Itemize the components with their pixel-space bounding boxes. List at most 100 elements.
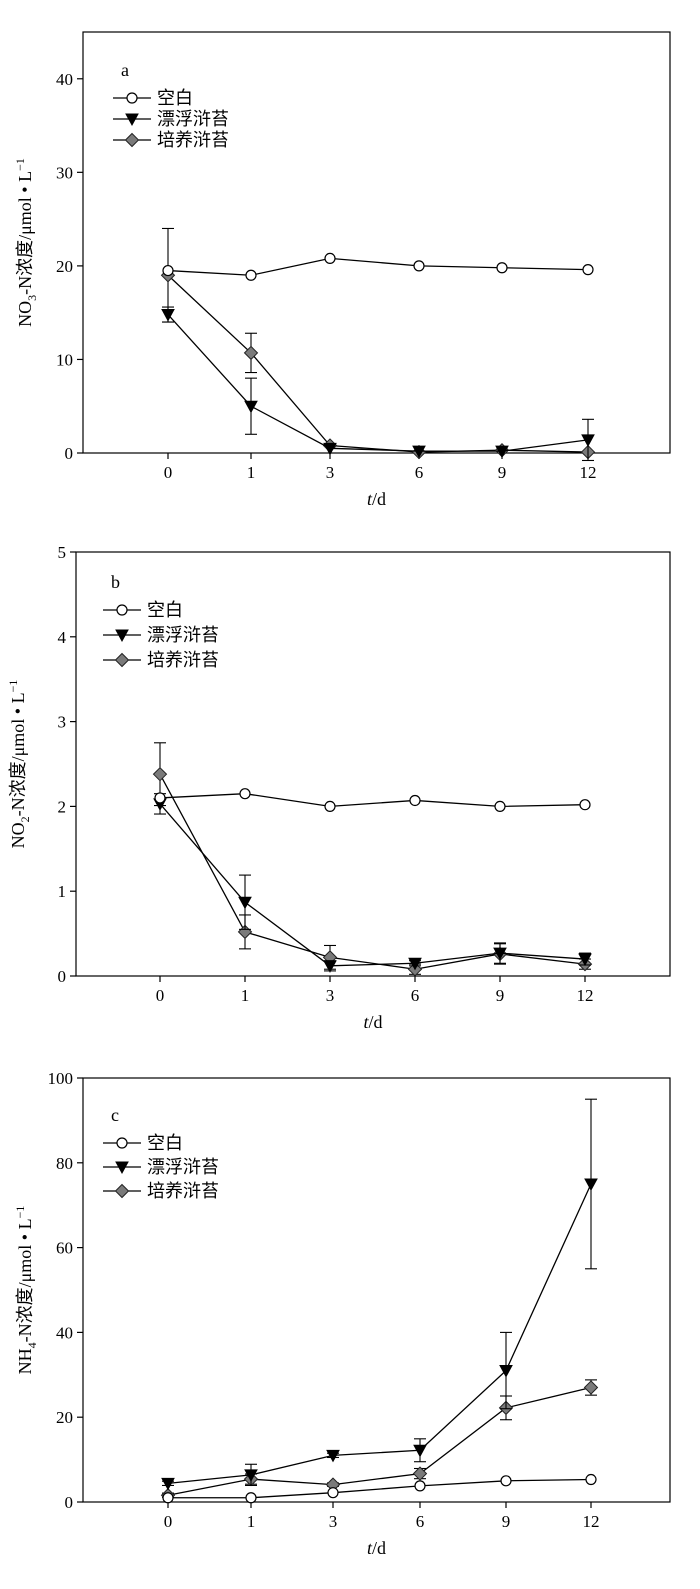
x-tick-label: 6 [416,1512,425,1531]
data-point [579,799,591,811]
data-point [323,960,337,973]
series-line [167,1386,592,1496]
y-axis-title-prefix: NO [8,822,28,848]
plot-frame [82,31,671,454]
series-line [159,773,586,970]
data-point [152,766,168,782]
data-point [245,269,257,281]
data-point [500,1475,512,1487]
y-tick-label: 0 [65,1493,74,1512]
x-tick-label: 9 [496,986,505,1005]
data-point [327,1487,339,1499]
x-tick-label: 1 [247,463,256,482]
y-tick-label: 0 [65,444,74,463]
y-tick-label: 30 [56,163,73,182]
x-tick-label: 6 [411,986,420,1005]
x-tick-label: 12 [583,1512,600,1531]
legend-marker [116,1137,128,1149]
data-point [323,442,337,456]
plot-frame [82,1077,671,1503]
data-point [162,1492,174,1504]
data-point [493,947,507,961]
legend-label: 漂浮浒苔 [147,625,219,646]
y-tick-label: 5 [58,543,67,562]
data-point [412,1466,428,1481]
y-tick-label: 40 [56,70,73,89]
legend-label: 培养浒苔 [147,650,219,671]
legend-label: 漂浮浒苔 [147,1157,219,1178]
panel-c: 0 20 40 60 80 100 0 1 3 6 9 12 t/d NH4-N浓度/μmol • L−1… [13,1069,671,1558]
y-tick-label: 3 [58,713,67,732]
y-axis-title-prefix: NH [15,1348,35,1374]
legend-label: 空白 [157,88,193,109]
data-point [499,1365,513,1378]
x-tick-label: 12 [577,986,594,1005]
x-tick-label: 0 [156,986,165,1005]
y-axis-title: NO3-N浓度/μmol • L−1 [13,158,39,327]
x-tick-label: 0 [164,463,173,482]
series-triangle-down [153,793,592,973]
x-tick-label: 3 [329,1512,338,1531]
series-line [167,257,589,276]
series-diamond [160,1379,599,1503]
series-line [167,1183,592,1484]
series-circle [162,1473,597,1504]
y-axis-title-sub: 3 [25,295,39,301]
data-point [494,800,506,813]
legend-marker [115,629,129,643]
y-axis-title-sup: −1 [13,1206,27,1219]
data-point [496,262,508,274]
x-axis-title-var: t [367,489,373,509]
data-point [408,957,422,971]
series-line [168,1478,592,1499]
series-line [159,803,586,967]
legend-marker [124,132,140,148]
y-axis-title-rest: -N浓度/μmol • L [8,692,28,816]
y-tick-label: 80 [56,1154,73,1173]
panel-label: a [121,60,129,80]
series-circle [162,252,594,281]
y-tick-label: 4 [58,628,67,647]
y-tick-label: 1 [58,882,67,901]
series-line [167,274,589,453]
panel-label: b [111,572,120,592]
x-axis-title-var: t [367,1538,373,1558]
x-axis-title-unit: /d [369,1012,383,1032]
legend-label: 培养浒苔 [157,130,229,151]
data-point [243,345,259,361]
y-tick-label: 20 [56,257,73,276]
legend-label: 培养浒苔 [147,1181,219,1202]
y-axis-title-rest: -N浓度/μmol • L [15,1218,35,1342]
data-point [161,1477,175,1491]
x-axis-title: t/d [363,1012,382,1032]
y-tick-label: 2 [58,797,67,816]
data-point [324,252,336,265]
series-triangle-down [161,306,595,462]
legend-marker [126,92,138,104]
legend-label: 空白 [147,600,183,621]
x-tick-label: 0 [164,1512,173,1531]
y-tick-label: 40 [56,1323,73,1342]
y-axis-title-rest: -N浓度/μmol • L [15,171,35,295]
y-axis-title-sup: −1 [6,680,20,693]
y-tick-label: 0 [58,967,67,986]
legend-label: 漂浮浒苔 [157,109,229,130]
series-diamond [152,742,593,977]
x-axis-title-var: t [363,1012,369,1032]
y-axis-title-sub: 2 [18,816,32,822]
x-tick-label: 9 [498,463,507,482]
x-axis-title-unit: /d [372,1538,386,1558]
data-point [413,1444,427,1458]
x-tick-label: 12 [580,463,597,482]
x-axis-title: t/d [367,489,386,509]
legend-marker [125,113,139,127]
series-line [167,314,589,452]
data-point [238,896,252,910]
x-tick-label: 3 [326,463,335,482]
data-point [409,794,421,807]
plot-frame [75,551,671,977]
